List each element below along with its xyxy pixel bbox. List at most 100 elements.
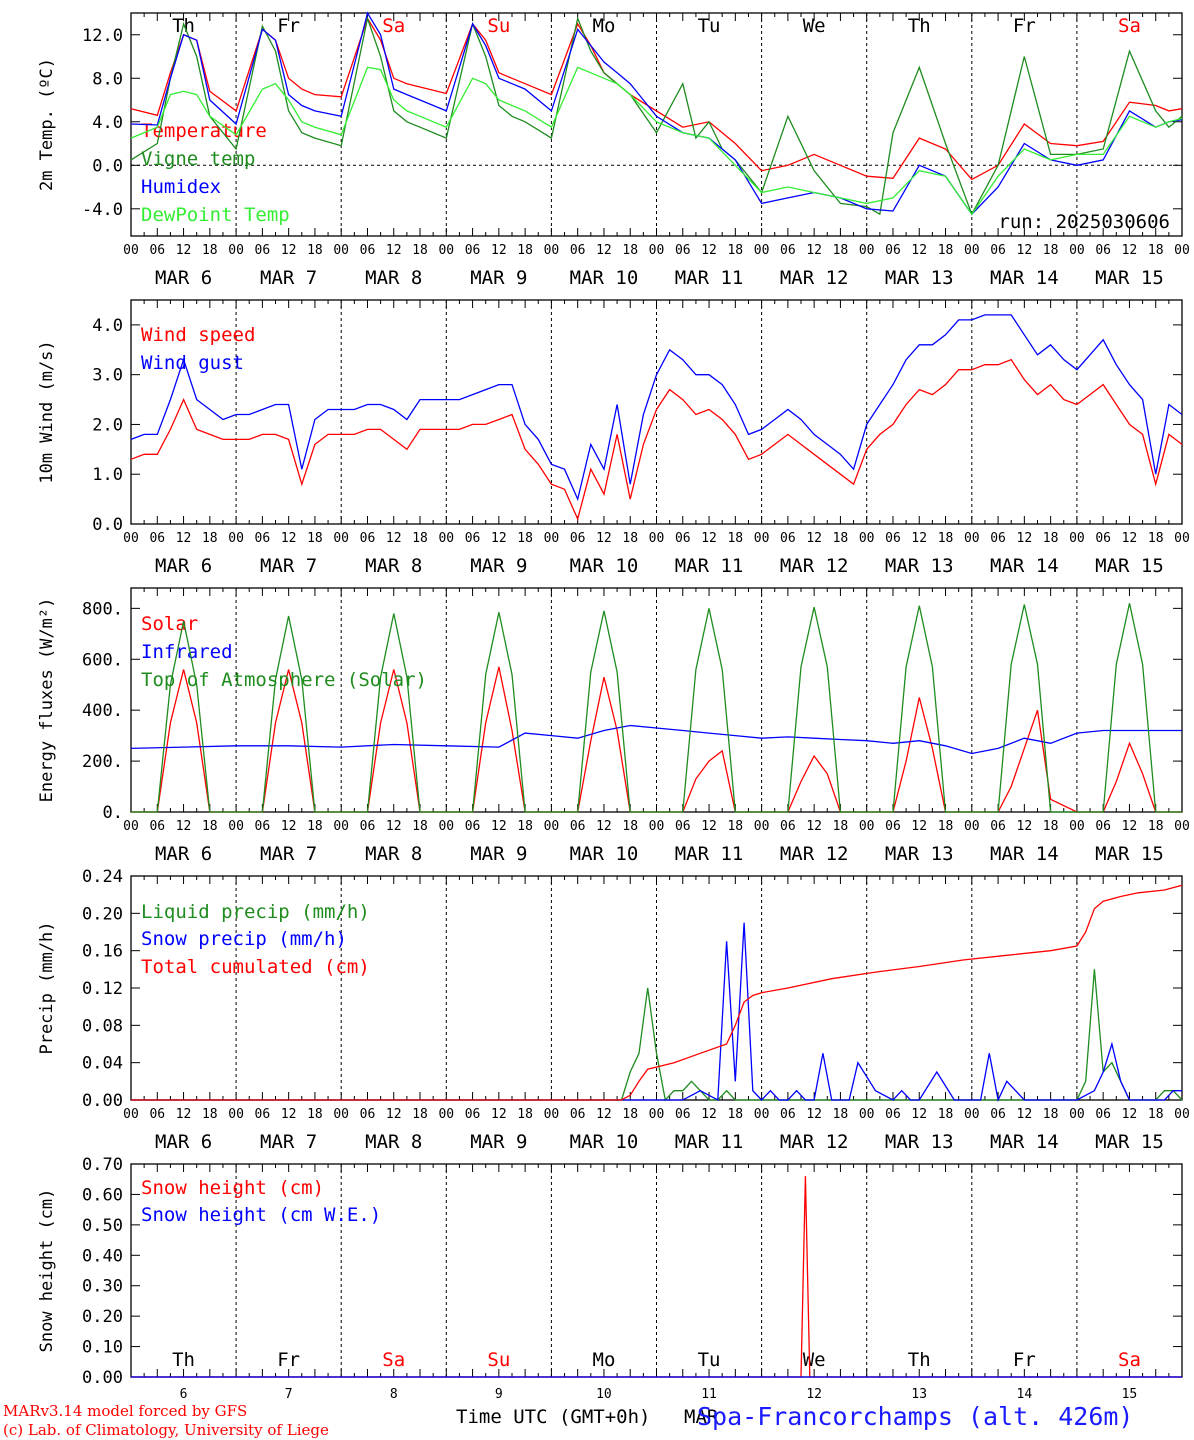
hour-label: 00 [1174,243,1190,258]
y-tick-label: 200. [82,752,123,772]
legend-entry: Snow precip (mm/h) [141,928,347,950]
series-line [131,922,1182,1103]
hour-label: 12 [1017,1107,1033,1122]
legend-entry: Wind gust [141,352,244,374]
day-label: Su [487,15,510,37]
hour-label: 00 [544,819,560,834]
hour-label: 18 [622,531,638,546]
hour-label: 12 [281,531,297,546]
day-label: Fr [277,15,300,37]
hour-label: 18 [938,243,954,258]
hour-label: 12 [386,243,402,258]
hour-label: 00 [964,531,980,546]
hour-label: 18 [1043,243,1059,258]
y-axis-label: Energy fluxes (W/m²) [37,598,57,803]
y-tick-label: 8.0 [92,69,123,89]
legend-entry: Top of Atmosphere (Solar) [141,669,427,691]
day-label: Mo [593,1349,616,1371]
date-label: MAR 6 [155,555,212,577]
hour-label: 00 [649,1107,665,1122]
hour-label: 06 [255,1107,271,1122]
hour-label: 12 [911,1107,927,1122]
day-label: Mo [593,15,616,37]
day-number-label: 8 [390,1387,398,1402]
hour-label: 06 [885,531,901,546]
hour-label: 06 [570,243,586,258]
hour-label: 12 [1122,531,1138,546]
day-label: We [803,1349,826,1371]
day-number-label: 11 [701,1387,717,1402]
hour-label: 00 [228,819,244,834]
series-line [130,314,1183,502]
y-tick-label: 0.10 [82,1338,123,1358]
hour-label: 06 [990,819,1006,834]
hour-label: 06 [255,531,271,546]
hour-label: 18 [517,531,533,546]
day-label: Tu [698,15,721,37]
series-line [130,724,1182,755]
day-label: Fr [277,1349,300,1371]
hour-label: 06 [570,819,586,834]
hour-label: 00 [544,531,560,546]
day-label: Sa [1118,1349,1141,1371]
date-label: MAR 11 [675,843,744,865]
date-label: MAR 14 [990,555,1059,577]
hour-label: 12 [386,531,402,546]
y-tick-label: 0.20 [82,904,123,924]
hour-label: 06 [1095,531,1111,546]
hour-label: 12 [701,1107,717,1122]
hour-label: 12 [281,1107,297,1122]
hour-label: 18 [1148,1107,1164,1122]
hour-label: 12 [1017,243,1033,258]
day-number-label: 6 [180,1387,188,1402]
legend-entry: Liquid precip (mm/h) [141,901,370,923]
hour-label: 12 [1017,819,1033,834]
series-line [131,884,1183,1101]
hour-label: 00 [859,819,875,834]
date-label: MAR 8 [365,843,422,865]
y-tick-label: 0.24 [82,867,123,887]
hour-label: 06 [990,1107,1006,1122]
hour-label: 00 [1069,531,1085,546]
hour-label: 00 [544,243,560,258]
date-label: MAR 10 [570,843,639,865]
y-tick-label: 0.0 [92,515,123,535]
y-tick-label: 0.20 [82,1307,123,1327]
hour-label: 18 [622,1107,638,1122]
date-label: MAR 6 [155,843,212,865]
hour-label: 00 [228,1107,244,1122]
panel-frame [130,587,1183,813]
hour-label: 18 [517,1107,533,1122]
hour-label: 06 [990,531,1006,546]
hour-label: 06 [675,1107,691,1122]
hour-label: 00 [1174,819,1190,834]
hour-label: 12 [386,819,402,834]
legend-entry: Total cumulated (cm) [141,956,370,978]
model-credit: MARv3.14 model forced by GFS [3,1402,248,1420]
legend-entry: Infrared [141,641,233,663]
hour-label: 00 [228,531,244,546]
hour-label: 00 [859,531,875,546]
y-tick-label: 400. [82,701,123,721]
legend-entry: Temperature [141,120,267,142]
hour-label: 00 [438,531,454,546]
hour-label: 18 [202,243,218,258]
hour-label: 06 [465,819,481,834]
hour-label: 18 [202,819,218,834]
hour-label: 06 [465,531,481,546]
hour-label: 18 [307,1107,323,1122]
y-tick-label: 0.04 [82,1054,123,1074]
hour-label: 00 [1174,531,1190,546]
hour-label: 12 [806,243,822,258]
hour-label: 00 [123,531,139,546]
legend-entry: Wind speed [141,324,255,346]
hour-label: 12 [1122,243,1138,258]
hour-label: 00 [333,1107,349,1122]
panel-2: 0.0 1.0 2.0 3.0 4.0 10m Wind (m/s) Wind speed W… [37,299,1190,577]
date-label: MAR 8 [365,267,422,289]
date-label: MAR 9 [470,843,527,865]
hour-label: 00 [1174,1107,1190,1122]
hour-label: 18 [412,531,428,546]
hour-label: 12 [701,243,717,258]
hour-label: 06 [255,819,271,834]
